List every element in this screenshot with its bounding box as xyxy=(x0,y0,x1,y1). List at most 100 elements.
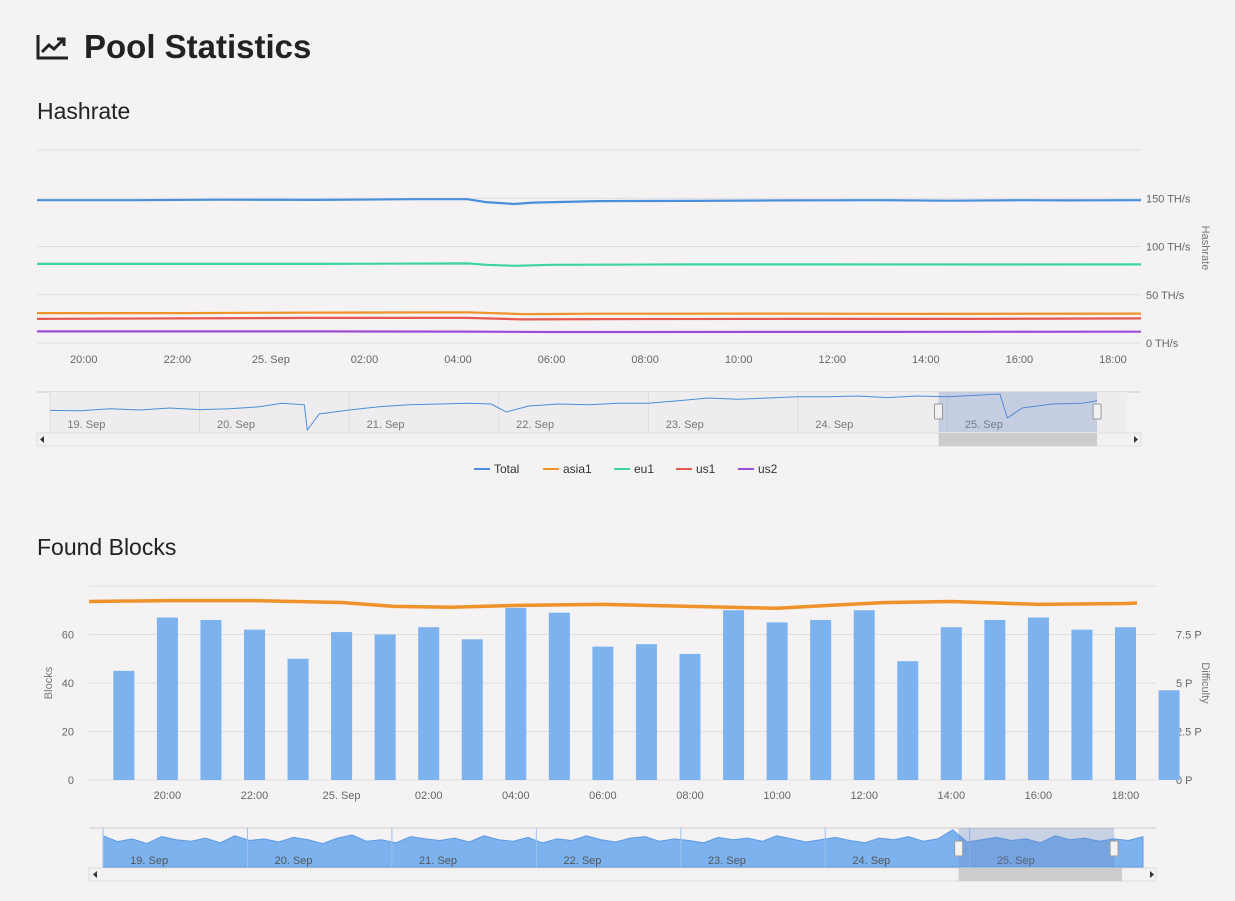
x-tick-label: 18:00 xyxy=(1099,354,1127,366)
navigator-label: 25. Sep xyxy=(965,419,1003,431)
navigator-selection[interactable] xyxy=(938,392,1098,432)
series-line-eu1 xyxy=(37,262,1142,267)
navigator-area xyxy=(102,829,1144,868)
y-tick-label: 20 xyxy=(62,727,74,739)
x-tick-label: 20:00 xyxy=(70,354,98,366)
y-tick-label: 50 TH/s xyxy=(1146,290,1185,302)
x-tick-label: 02:00 xyxy=(415,790,443,802)
navigator-label: 20. Sep xyxy=(217,419,255,431)
x-tick-label: 06:00 xyxy=(589,790,617,802)
scroll-left-arrow-icon[interactable] xyxy=(40,436,44,443)
bar[interactable] xyxy=(1158,690,1180,780)
navigator-scrollbar-track[interactable] xyxy=(36,432,1142,447)
x-tick-label: 08:00 xyxy=(676,790,704,802)
chart-line-icon xyxy=(36,35,68,60)
navigator-label: 19. Sep xyxy=(67,419,105,431)
bar[interactable] xyxy=(723,610,745,780)
navigator-selection[interactable] xyxy=(958,828,1115,867)
bar[interactable] xyxy=(1071,629,1093,780)
bar[interactable] xyxy=(505,607,527,780)
y2-tick-label: 7.5 P xyxy=(1176,630,1202,642)
y-axis-label: Hashrate xyxy=(1199,226,1211,271)
bar[interactable] xyxy=(635,644,657,780)
series-line-us1 xyxy=(36,316,1142,321)
x-tick-label: 10:00 xyxy=(725,354,753,366)
scroll-right-arrow-icon[interactable] xyxy=(1134,436,1138,443)
x-tick-label: 04:00 xyxy=(444,354,472,366)
legend-item-us2[interactable]: us2 xyxy=(758,462,778,476)
bar[interactable] xyxy=(243,629,265,780)
legend-item-asia1[interactable]: asia1 xyxy=(563,462,592,476)
x-tick-label: 10:00 xyxy=(763,790,791,802)
bar[interactable] xyxy=(461,639,483,780)
page-title: Pool Statistics xyxy=(84,28,312,65)
bar[interactable] xyxy=(1115,627,1137,780)
page-header: Pool Statistics xyxy=(36,28,311,66)
bar[interactable] xyxy=(897,661,919,780)
bar[interactable] xyxy=(156,617,178,780)
bar[interactable] xyxy=(810,619,832,780)
x-tick-label: 16:00 xyxy=(1006,354,1034,366)
y-axis-label: Blocks xyxy=(43,666,55,699)
y-tick-label: 60 xyxy=(62,630,74,642)
bar[interactable] xyxy=(200,619,222,780)
y2-tick-label: 5 P xyxy=(1176,678,1193,690)
bar[interactable] xyxy=(940,627,962,780)
hashrate-chart: 0 TH/s 50 TH/s 100 TH/s 150 TH/s Hashrate 20:… xyxy=(36,149,1211,476)
scroll-left-arrow-icon[interactable] xyxy=(93,871,97,878)
navigator-label: 24. Sep xyxy=(852,855,890,867)
x-tick-label: 25. Sep xyxy=(323,790,361,802)
navigator-label: 22. Sep xyxy=(516,419,554,431)
navigator-handle-right[interactable] xyxy=(1092,403,1102,420)
navigator-label: 25. Sep xyxy=(997,855,1035,867)
x-tick-label: 16:00 xyxy=(1025,790,1053,802)
navigator-scrollbar-track[interactable] xyxy=(88,867,1157,882)
legend-item-us1[interactable]: us1 xyxy=(696,462,716,476)
navigator-label: 19. Sep xyxy=(130,855,168,867)
navigator-series xyxy=(49,393,1098,432)
bar[interactable] xyxy=(1027,617,1049,780)
y-tick-label: 0 xyxy=(68,775,74,787)
series-line-Total xyxy=(37,198,1142,206)
bar[interactable] xyxy=(592,646,614,780)
navigator-label: 21. Sep xyxy=(419,855,457,867)
navigator-label: 21. Sep xyxy=(367,419,405,431)
navigator-label: 23. Sep xyxy=(666,419,704,431)
bar[interactable] xyxy=(287,658,309,780)
found-blocks-chart: 0 20 40 60 0 P 2.5 P 5 P 7.5 P Blocks Difficulty 2… xyxy=(43,585,1211,882)
difficulty-line xyxy=(89,598,1137,611)
navigator-scrollbar-thumb[interactable] xyxy=(958,868,1123,881)
navigator-handle-left[interactable] xyxy=(934,403,943,420)
bar[interactable] xyxy=(548,612,570,780)
x-tick-label: 08:00 xyxy=(631,354,659,366)
x-tick-label: 18:00 xyxy=(1112,790,1140,802)
scroll-right-arrow-icon[interactable] xyxy=(1150,871,1154,878)
series-line-us2 xyxy=(37,330,1142,334)
legend-item-eu1[interactable]: eu1 xyxy=(634,462,654,476)
x-tick-label: 20:00 xyxy=(154,790,182,802)
navigator-handle-right[interactable] xyxy=(1109,840,1119,857)
navigator-handle-left[interactable] xyxy=(954,840,964,857)
blocks-title: Found Blocks xyxy=(37,534,177,560)
bar[interactable] xyxy=(374,634,396,781)
y-tick-label: 150 TH/s xyxy=(1146,193,1191,205)
navigator-label: 20. Sep xyxy=(275,855,313,867)
y-tick-label: 0 TH/s xyxy=(1146,338,1179,350)
bar[interactable] xyxy=(853,610,875,780)
legend-item-Total[interactable]: Total xyxy=(494,462,519,476)
navigator-label: 24. Sep xyxy=(815,419,853,431)
navigator-scrollbar-thumb[interactable] xyxy=(938,433,1098,446)
bar[interactable] xyxy=(679,653,701,780)
navigator-label: 23. Sep xyxy=(708,855,746,867)
bar[interactable] xyxy=(766,622,788,780)
x-tick-label: 02:00 xyxy=(351,354,379,366)
bar[interactable] xyxy=(113,670,135,780)
y2-tick-label: 0 P xyxy=(1176,775,1193,787)
series-line-asia1 xyxy=(37,311,1142,316)
x-tick-label: 22:00 xyxy=(164,354,192,366)
bar[interactable] xyxy=(418,627,440,780)
bar[interactable] xyxy=(984,619,1006,780)
hashrate-title: Hashrate xyxy=(37,98,131,124)
x-tick-label: 06:00 xyxy=(538,354,566,366)
bar[interactable] xyxy=(331,632,353,780)
